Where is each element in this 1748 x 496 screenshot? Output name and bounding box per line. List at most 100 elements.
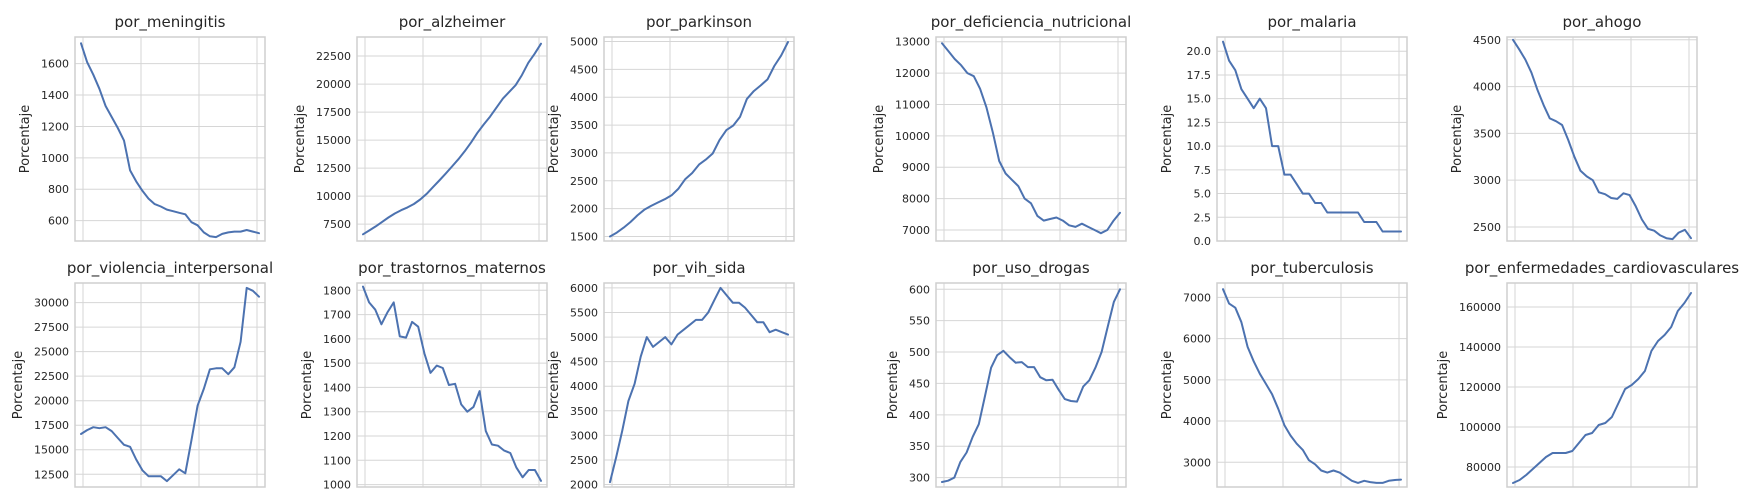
y-tick-label: 12500 bbox=[34, 468, 69, 481]
y-tick-label: 2000 bbox=[570, 203, 598, 216]
y-tick-label: 27500 bbox=[34, 321, 69, 334]
y-tick-label: 10000 bbox=[895, 130, 930, 143]
y-tick-label: 120000 bbox=[1459, 381, 1501, 394]
chart-title: por_uso_drogas bbox=[972, 259, 1090, 278]
chart-title: por_vih_sida bbox=[652, 259, 745, 278]
y-tick-label: 3500 bbox=[1473, 127, 1501, 140]
chart-8: 2000 2500 3000 3500 4000 4500 5000 5500 6000 por_… bbox=[547, 259, 795, 492]
plot-frame bbox=[603, 282, 795, 488]
y-tick-label: 6000 bbox=[1183, 333, 1211, 346]
y-tick-label: 1400 bbox=[41, 89, 69, 102]
y-tick-label: 3000 bbox=[1183, 456, 1211, 469]
y-tick-label: 7000 bbox=[1183, 291, 1211, 304]
y-tick-label: 5000 bbox=[570, 331, 598, 344]
y-tick-label: 5000 bbox=[1183, 374, 1211, 387]
y-axis-label: Porcentaje bbox=[300, 351, 315, 419]
series-line bbox=[362, 285, 542, 482]
y-tick-label: 1700 bbox=[323, 309, 351, 322]
plot-frame bbox=[1506, 36, 1698, 242]
y-tick-label: 20.0 bbox=[1187, 45, 1212, 58]
series-line bbox=[80, 286, 260, 483]
y-axis-label: Porcentaje bbox=[18, 105, 33, 173]
y-tick-label: 600 bbox=[909, 283, 930, 296]
chart-title: por_tuberculosis bbox=[1250, 259, 1373, 278]
y-tick-label: 3000 bbox=[570, 147, 598, 160]
y-tick-label: 3000 bbox=[1473, 174, 1501, 187]
y-tick-label: 10000 bbox=[316, 190, 351, 203]
y-tick-label: 3500 bbox=[570, 119, 598, 132]
y-tick-label: 1400 bbox=[323, 381, 351, 394]
chart-10: 3000 4000 5000 6000 7000 por_tuberculosis Porc… bbox=[1160, 259, 1408, 488]
chart-9: 300 350 400 450 500 550 600 por_uso_drogas Porce… bbox=[886, 259, 1127, 488]
y-tick-label: 2.5 bbox=[1194, 211, 1212, 224]
y-tick-label: 800 bbox=[48, 183, 69, 196]
chart-2: 1500 2000 2500 3000 3500 4000 4500 5000 por_park… bbox=[547, 13, 795, 244]
y-tick-label: 160000 bbox=[1459, 301, 1501, 314]
chart-title: por_enfermedades_cardiovasculares bbox=[1465, 259, 1739, 278]
y-tick-label: 13000 bbox=[895, 36, 930, 49]
y-tick-label: 1500 bbox=[323, 357, 351, 370]
y-tick-label: 5.0 bbox=[1194, 188, 1212, 201]
chart-3: 7000 8000 9000 10000 11000 12000 13000por_defi… bbox=[872, 13, 1131, 242]
y-axis-label: Porcentaje bbox=[872, 105, 887, 173]
y-tick-label: 1500 bbox=[570, 231, 598, 244]
series-line bbox=[609, 286, 789, 484]
y-tick-label: 4500 bbox=[570, 356, 598, 369]
plot-frame bbox=[74, 36, 266, 242]
y-tick-label: 80000 bbox=[1466, 461, 1501, 474]
y-tick-label: 1200 bbox=[323, 430, 351, 443]
chart-title: por_violencia_interpersonal bbox=[67, 259, 273, 278]
y-tick-label: 4000 bbox=[1183, 415, 1211, 428]
chart-11: 80000 100000 120000 140000 160000 por_enferme… bbox=[1436, 259, 1739, 488]
y-tick-label: 140000 bbox=[1459, 341, 1501, 354]
y-tick-label: 1600 bbox=[41, 58, 69, 71]
y-tick-label: 7.5 bbox=[1194, 164, 1212, 177]
plot-frame bbox=[1216, 282, 1408, 488]
series-line bbox=[941, 288, 1121, 483]
y-tick-label: 20000 bbox=[34, 395, 69, 408]
y-tick-label: 15000 bbox=[34, 444, 69, 457]
y-tick-label: 17500 bbox=[34, 419, 69, 432]
y-tick-label: 2500 bbox=[1473, 221, 1501, 234]
series-line bbox=[1512, 38, 1692, 241]
y-tick-label: 5500 bbox=[570, 306, 598, 319]
y-tick-label: 22500 bbox=[316, 50, 351, 63]
y-tick-label: 1800 bbox=[323, 284, 351, 297]
chart-title: por_malaria bbox=[1267, 13, 1356, 32]
y-tick-label: 350 bbox=[909, 440, 930, 453]
plot-frame bbox=[356, 36, 548, 242]
y-tick-label: 500 bbox=[909, 346, 930, 359]
plot-frame bbox=[356, 282, 548, 488]
y-axis-label: Porcentaje bbox=[886, 351, 901, 419]
y-tick-label: 30000 bbox=[34, 297, 69, 310]
y-tick-label: 400 bbox=[909, 409, 930, 422]
y-tick-label: 22500 bbox=[34, 370, 69, 383]
chart-title: por_ahogo bbox=[1563, 13, 1642, 32]
y-axis-label: Porcentaje bbox=[1450, 105, 1465, 173]
y-tick-label: 1100 bbox=[323, 454, 351, 467]
series-line bbox=[80, 42, 260, 239]
chart-6: 12500 15000 17500 20000 22500 25000 27500 30000… bbox=[11, 259, 273, 488]
y-axis-label: Porcentaje bbox=[11, 351, 26, 419]
y-tick-label: 2500 bbox=[570, 454, 598, 467]
y-tick-label: 100000 bbox=[1459, 421, 1501, 434]
y-tick-label: 25000 bbox=[34, 346, 69, 359]
y-tick-label: 7000 bbox=[902, 224, 930, 237]
y-tick-label: 5000 bbox=[570, 35, 598, 48]
series-line bbox=[362, 42, 542, 236]
y-tick-label: 9000 bbox=[902, 161, 930, 174]
y-tick-label: 12500 bbox=[316, 162, 351, 175]
y-tick-label: 10.0 bbox=[1187, 140, 1212, 153]
y-tick-label: 1000 bbox=[323, 479, 351, 492]
y-tick-label: 20000 bbox=[316, 78, 351, 91]
y-tick-label: 15.0 bbox=[1187, 93, 1212, 106]
y-tick-label: 550 bbox=[909, 315, 930, 328]
plot-frame bbox=[603, 36, 795, 242]
y-tick-label: 6000 bbox=[570, 282, 598, 295]
y-axis-label: Porcentaje bbox=[1160, 105, 1175, 173]
y-tick-label: 4000 bbox=[570, 91, 598, 104]
y-tick-label: 300 bbox=[909, 472, 930, 485]
chart-title: por_parkinson bbox=[646, 13, 752, 32]
y-tick-label: 1000 bbox=[41, 152, 69, 165]
series-line bbox=[1222, 40, 1402, 233]
